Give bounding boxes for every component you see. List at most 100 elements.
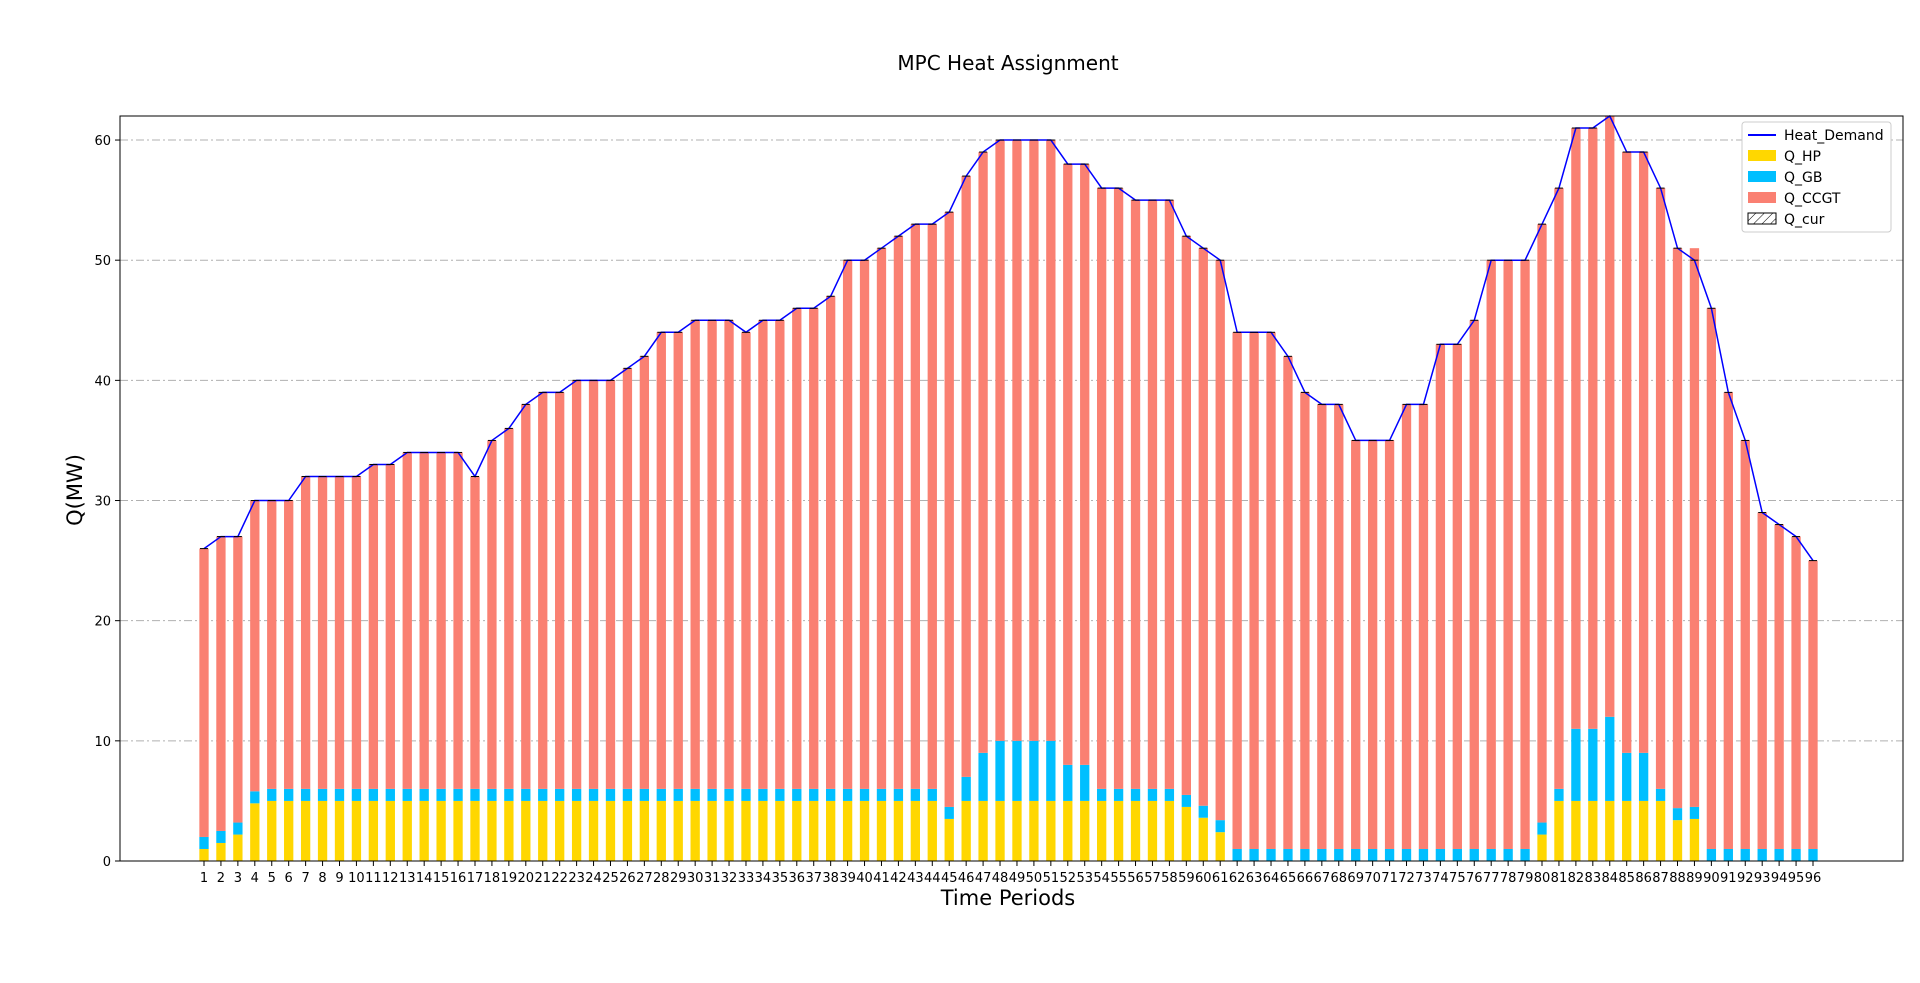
bar-q-ccgt <box>1096 188 1107 789</box>
bar-q-gb <box>1317 848 1327 861</box>
bar-q-gb <box>724 788 734 801</box>
bar-q-hp <box>978 800 988 861</box>
bar-q-hp <box>944 818 954 861</box>
bar-q-ccgt <box>368 464 379 789</box>
x-tick-label: 31 <box>704 871 721 886</box>
bar-q-ccgt <box>1384 440 1395 849</box>
x-tick-label: 77 <box>1483 871 1500 886</box>
bar-q-ccgt <box>1232 332 1242 849</box>
bar-q-hp <box>707 800 717 861</box>
bar-q-hp <box>673 800 683 861</box>
bar-q-gb <box>1232 848 1242 861</box>
bar-q-gb <box>1164 788 1175 801</box>
bar-layer <box>199 116 1818 861</box>
x-tick-label: 54 <box>1093 871 1110 886</box>
bar-q-gb <box>978 752 988 801</box>
bar-q-gb <box>1605 716 1615 801</box>
bar-q-hp <box>1164 800 1175 861</box>
x-tick-label: 36 <box>789 871 806 886</box>
bar-q-ccgt <box>1113 188 1124 789</box>
bar-q-hp <box>1605 800 1615 861</box>
bar-q-hp <box>1181 806 1191 861</box>
x-tick-label: 38 <box>822 871 839 886</box>
bar-q-hp <box>910 800 921 861</box>
y-tick-label: 60 <box>94 134 111 149</box>
bar-q-ccgt <box>1486 260 1496 849</box>
x-tick-label: 87 <box>1652 871 1669 886</box>
bar-q-hp <box>876 800 887 861</box>
bar-q-gb <box>521 788 531 801</box>
bar-q-hp <box>995 800 1005 861</box>
x-tick-label: 96 <box>1805 871 1822 886</box>
x-tick-label: 55 <box>1110 871 1127 886</box>
bar-q-gb <box>961 776 971 801</box>
bar-q-ccgt <box>639 356 650 789</box>
bar-q-gb <box>792 788 802 801</box>
bar-q-gb <box>1723 848 1733 861</box>
bar-q-ccgt <box>385 464 395 789</box>
x-tick-label: 84 <box>1601 871 1618 886</box>
bar-q-gb <box>622 788 633 801</box>
bar-q-hp <box>487 800 497 861</box>
bar-q-ccgt <box>826 296 836 789</box>
bar-q-ccgt <box>419 452 429 789</box>
bar-q-gb <box>1367 848 1378 861</box>
x-tick-label: 78 <box>1500 871 1517 886</box>
x-tick-label: 62 <box>1229 871 1246 886</box>
bar-q-gb <box>1689 806 1700 819</box>
bar-q-gb <box>470 788 480 801</box>
x-tick-label: 67 <box>1314 871 1331 886</box>
bar-q-hp <box>1147 800 1158 861</box>
bar-q-hp <box>1113 800 1124 861</box>
bar-q-ccgt <box>284 500 294 789</box>
bar-q-ccgt <box>351 476 362 789</box>
x-tick-label: 63 <box>1246 871 1263 886</box>
bar-q-hp <box>1046 800 1056 861</box>
bar-q-ccgt <box>334 476 345 789</box>
x-tick-label: 7 <box>301 871 309 886</box>
bar-q-hp <box>775 800 785 861</box>
bar-q-hp <box>453 800 463 861</box>
bar-q-gb <box>1469 848 1479 861</box>
y-axis-ticks: 0 10 20 30 40 50 60 <box>94 134 120 870</box>
bar-q-hp <box>1198 817 1208 861</box>
bar-q-hp <box>538 800 548 861</box>
bar-q-ccgt <box>1672 248 1683 809</box>
legend-swatch-q-ccgt <box>1748 192 1776 203</box>
bar-q-ccgt <box>1418 404 1429 849</box>
y-tick-label: 50 <box>94 254 111 269</box>
bar-q-gb <box>1571 728 1581 801</box>
bar-q-gb <box>368 788 379 801</box>
bar-q-gb <box>1147 788 1158 801</box>
bar-q-ccgt <box>470 476 480 789</box>
bar-q-gb <box>639 788 650 801</box>
bar-q-gb <box>1080 764 1090 801</box>
x-tick-label: 42 <box>890 871 907 886</box>
bar-q-ccgt <box>1706 308 1717 849</box>
x-tick-label: 27 <box>636 871 653 886</box>
bar-q-gb <box>1537 822 1547 835</box>
bar-q-hp <box>1215 832 1225 861</box>
x-tick-label: 56 <box>1127 871 1144 886</box>
bar-q-ccgt <box>402 452 412 789</box>
bar-q-hp <box>741 800 751 861</box>
x-tick-label: 74 <box>1432 871 1449 886</box>
bar-q-gb <box>826 788 836 801</box>
bar-q-hp <box>1063 800 1073 861</box>
x-tick-label: 59 <box>1178 871 1195 886</box>
bar-q-gb <box>707 788 717 801</box>
bar-q-ccgt <box>893 236 904 789</box>
bar-q-ccgt <box>1215 260 1225 821</box>
x-tick-label: 19 <box>501 871 518 886</box>
bar-q-gb <box>1520 848 1530 861</box>
legend-label: Q_CCGT <box>1784 191 1841 207</box>
bar-q-gb <box>1757 848 1767 861</box>
x-tick-label: 47 <box>975 871 992 886</box>
bar-q-ccgt <box>538 392 548 789</box>
bar-q-hp <box>1689 818 1700 861</box>
bar-q-gb <box>250 791 260 804</box>
x-tick-label: 39 <box>839 871 856 886</box>
bar-q-hp <box>622 800 633 861</box>
bar-q-ccgt <box>673 332 683 789</box>
bar-q-ccgt <box>809 308 819 789</box>
